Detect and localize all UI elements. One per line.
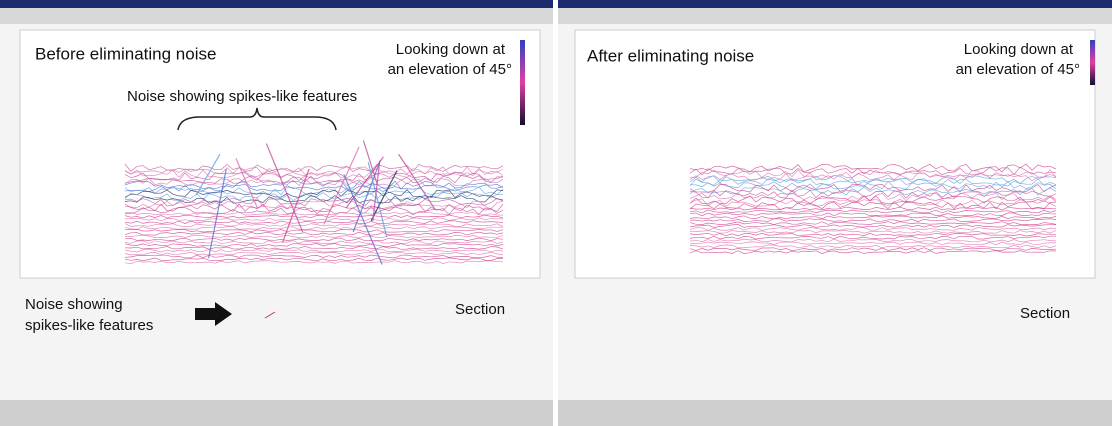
- view-note: an elevation of 45°: [388, 61, 512, 78]
- status-bar: [0, 400, 553, 426]
- toolbar[interactable]: [0, 8, 553, 24]
- section-label: Section: [455, 301, 505, 318]
- screenshot: Before eliminating noise Looking down at…: [0, 0, 1112, 426]
- section-annotation: Noise showing: [25, 296, 123, 313]
- plot-title: Before eliminating noise: [35, 44, 216, 63]
- color-bar: [1090, 40, 1095, 85]
- view-note: Looking down at: [396, 41, 506, 58]
- view-note: an elevation of 45°: [956, 61, 1080, 78]
- title-bar: [0, 0, 553, 8]
- status-bar: [558, 400, 1112, 426]
- title-bar: [558, 0, 1112, 8]
- toolbar[interactable]: [558, 8, 1112, 24]
- annotation: Noise showing spikes-like features: [127, 88, 357, 105]
- section-annotation: spikes-like features: [25, 317, 153, 334]
- window-right: After eliminating noise Looking down at …: [558, 0, 1112, 426]
- color-bar: [520, 40, 525, 125]
- view-note: Looking down at: [964, 41, 1074, 58]
- plot-title: After eliminating noise: [587, 46, 754, 65]
- section-label: Section: [1020, 305, 1070, 322]
